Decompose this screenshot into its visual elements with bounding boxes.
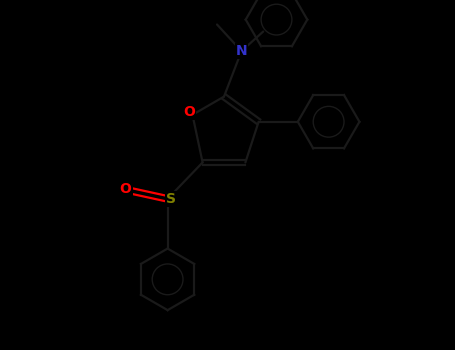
Text: O: O [183, 105, 195, 119]
Text: N: N [236, 44, 248, 58]
Text: O: O [120, 182, 131, 196]
Text: S: S [166, 192, 176, 206]
